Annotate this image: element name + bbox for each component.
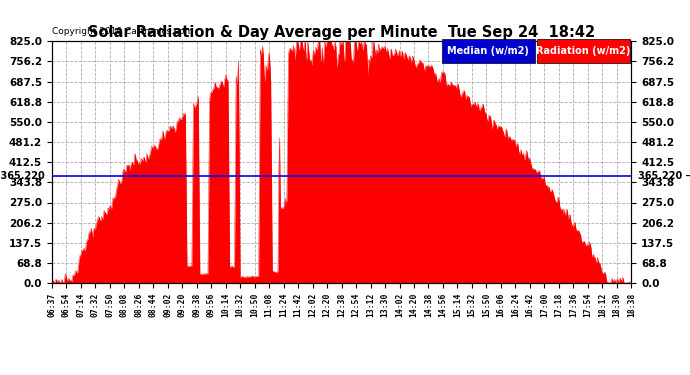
Title: Solar Radiation & Day Average per Minute  Tue Sep 24  18:42: Solar Radiation & Day Average per Minute… bbox=[88, 25, 595, 40]
Text: ← 365.220: ← 365.220 bbox=[0, 171, 45, 181]
Text: Radiation (w/m2): Radiation (w/m2) bbox=[536, 46, 631, 56]
Text: 365.220 →: 365.220 → bbox=[638, 171, 690, 181]
Text: Copyright 2019 Cartronics.com: Copyright 2019 Cartronics.com bbox=[52, 27, 193, 36]
Text: Median (w/m2): Median (w/m2) bbox=[447, 46, 529, 56]
